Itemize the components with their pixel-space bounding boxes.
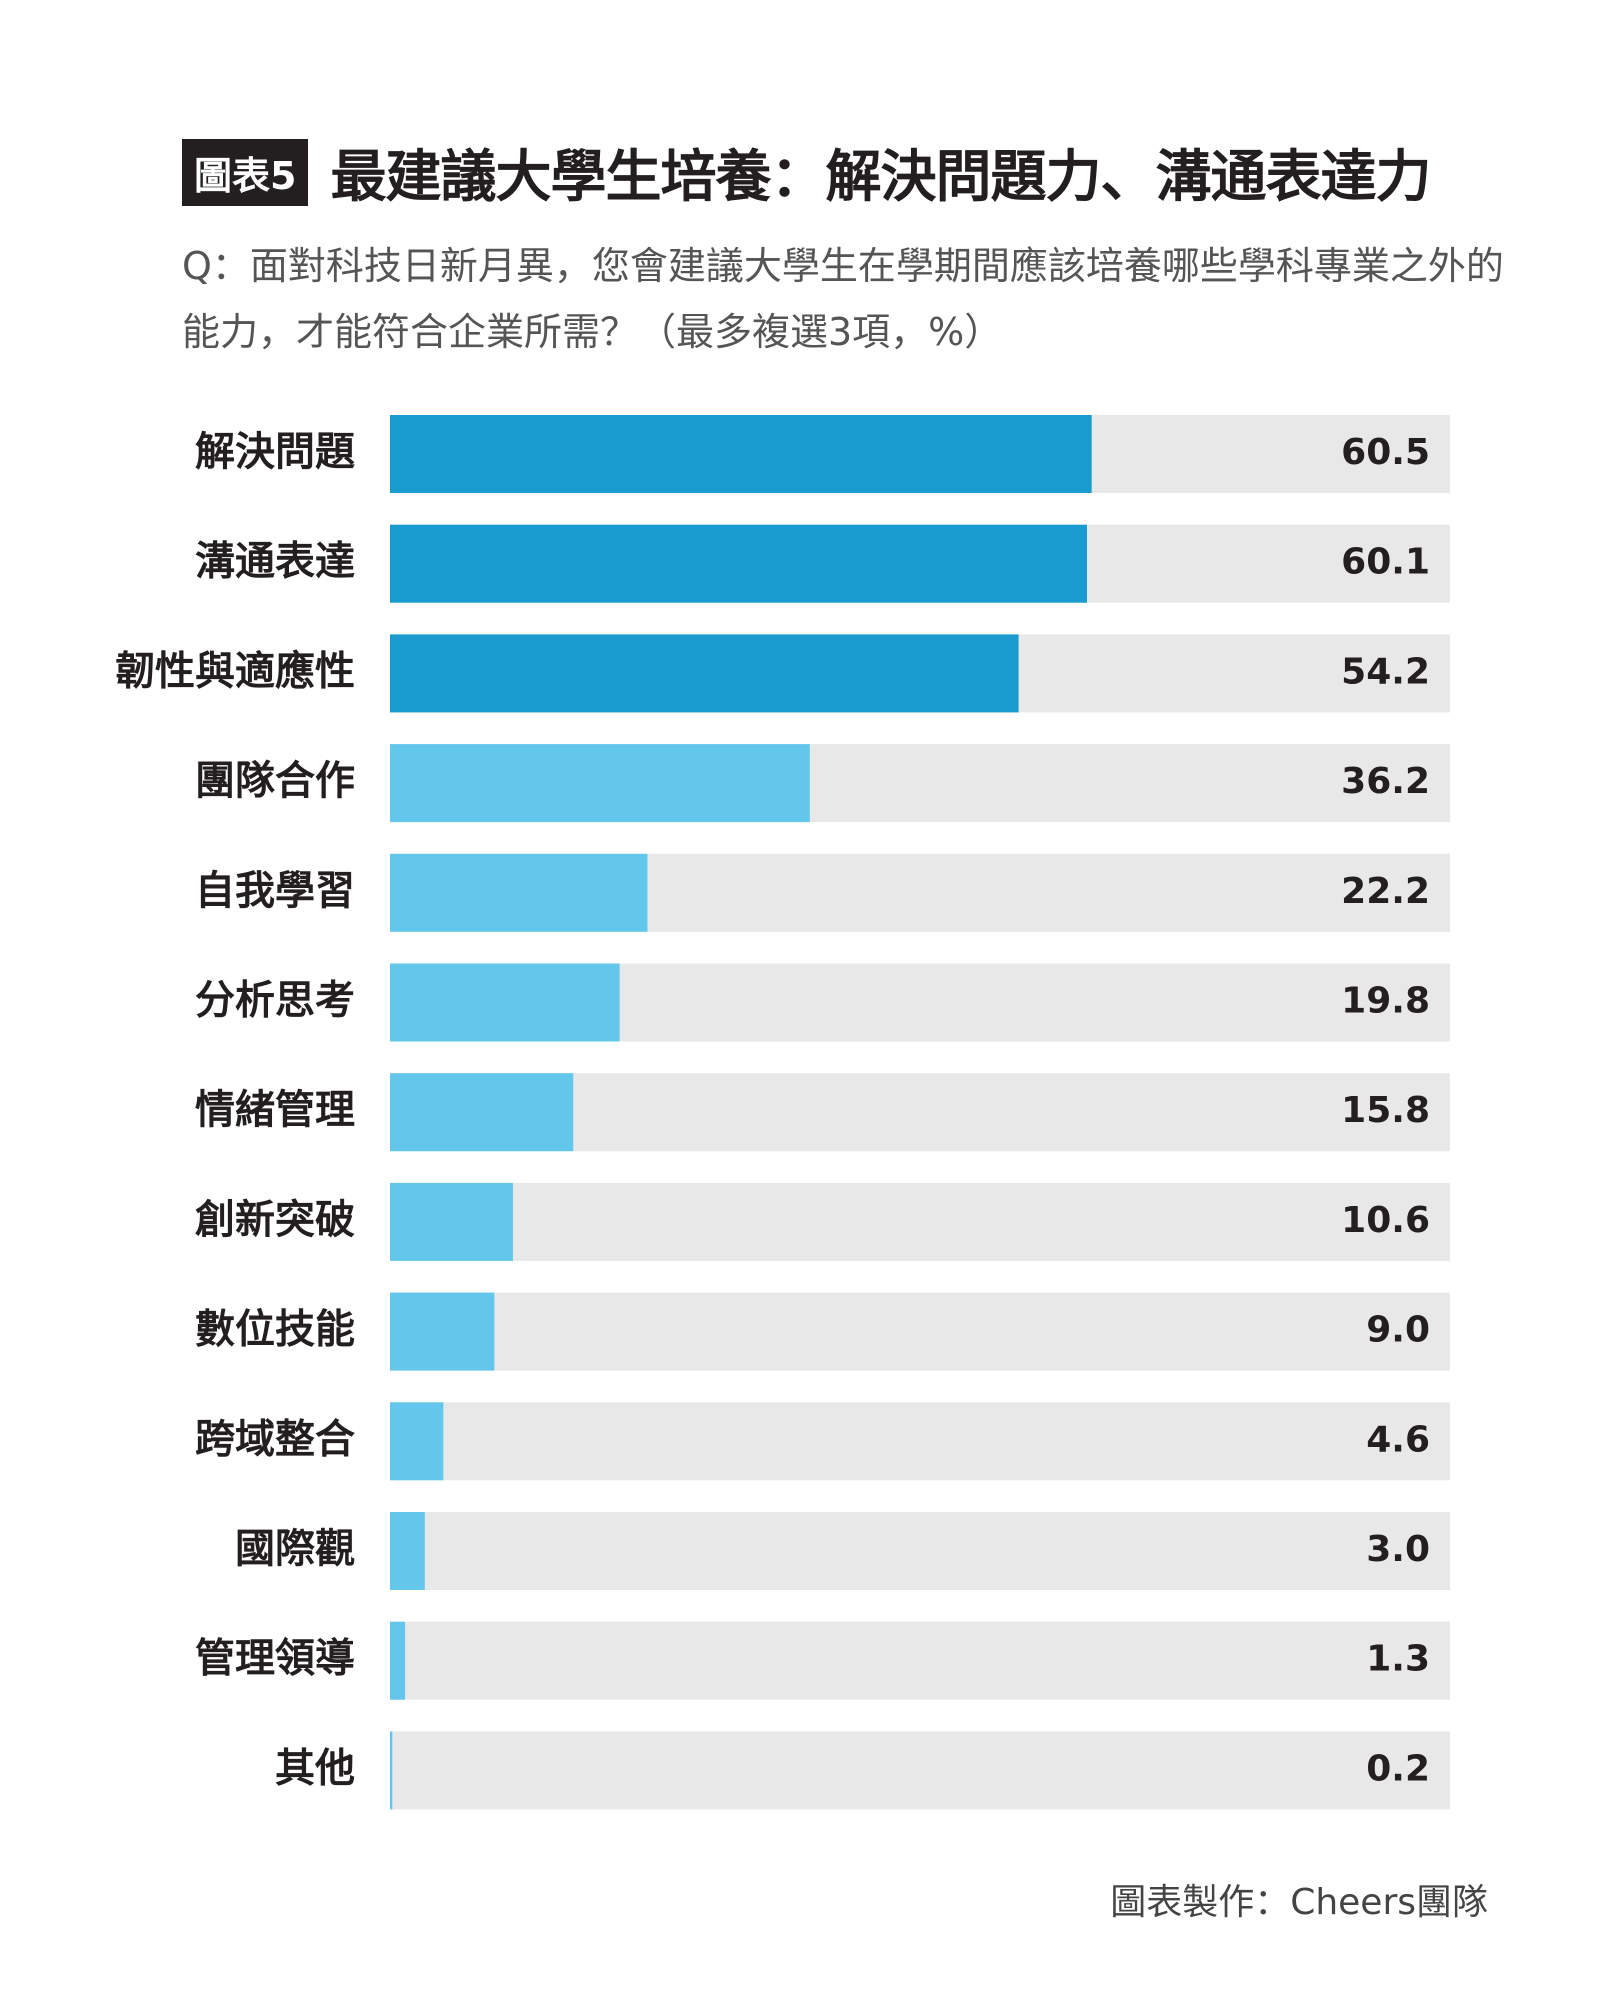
category-label: 團隊合作	[195, 758, 355, 804]
bar-track	[390, 1621, 1450, 1700]
value-label: 15.8	[1341, 1090, 1430, 1131]
value-label: 0.2	[1366, 1748, 1430, 1789]
value-label: 54.2	[1341, 651, 1430, 692]
value-label: 19.8	[1341, 981, 1430, 1022]
bar	[390, 1621, 406, 1700]
chart-badge: 圖表5	[182, 139, 309, 206]
value-label: 60.5	[1341, 432, 1430, 473]
bar	[390, 1512, 425, 1590]
bar	[390, 1073, 574, 1152]
bar-track	[390, 1402, 1450, 1481]
category-label: 其他	[275, 1745, 355, 1791]
bar	[390, 853, 648, 932]
chart-title: 最建議大學生培養：解決問題力、溝通表達力	[330, 145, 1431, 210]
value-label: 22.2	[1341, 871, 1430, 912]
bar	[390, 963, 620, 1042]
value-label: 4.6	[1366, 1419, 1430, 1460]
bar	[390, 415, 1092, 493]
chart-subtitle: Q：面對科技日新月異，您會建議大學生在學期間應該培養哪些學科專業之外的能力，才能…	[182, 244, 1504, 354]
bar-track	[390, 1731, 1450, 1810]
source-note: 圖表製作：Cheers團隊	[1110, 1882, 1488, 1923]
bar-track	[390, 1182, 1450, 1261]
header: 圖表5 最建議大學生培養：解決問題力、溝通表達力 Q：面對科技日新月異，您會建議大…	[182, 132, 1512, 365]
value-label: 60.1	[1341, 542, 1430, 583]
bar-track	[390, 1292, 1450, 1371]
category-label: 自我學習	[195, 868, 355, 914]
category-label: 數位技能	[195, 1307, 355, 1353]
bar	[390, 524, 1088, 603]
bar	[390, 1402, 444, 1481]
category-label: 韌性與適應性	[115, 648, 355, 694]
value-label: 3.0	[1366, 1529, 1430, 1570]
category-label: 管理領導	[195, 1636, 355, 1682]
category-label: 溝通表達	[195, 539, 355, 585]
bar	[390, 744, 810, 823]
value-label: 9.0	[1366, 1310, 1430, 1351]
bar	[390, 634, 1019, 713]
value-label: 10.6	[1341, 1200, 1430, 1241]
bar	[390, 1182, 513, 1261]
category-label: 跨域整合	[195, 1416, 355, 1462]
category-label: 解決問題	[195, 429, 355, 475]
category-label: 創新突破	[195, 1197, 355, 1243]
bar	[390, 1731, 393, 1810]
category-label: 分析思考	[195, 978, 355, 1024]
value-label: 1.3	[1366, 1639, 1430, 1680]
bar-track	[390, 1512, 1450, 1590]
category-label: 情緒管理	[195, 1087, 355, 1133]
category-label: 國際觀	[235, 1526, 355, 1572]
bar	[390, 1292, 495, 1371]
value-label: 36.2	[1341, 761, 1430, 802]
